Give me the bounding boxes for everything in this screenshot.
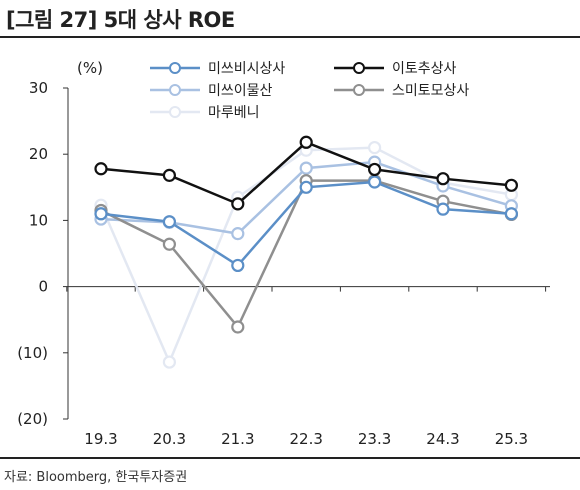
y-tick-label: 0 <box>38 278 48 296</box>
y-tick-label: (10) <box>17 344 48 362</box>
x-axis-labels: 19.3 20.3 21.3 22.3 23.3 24.3 25.3 <box>84 430 528 448</box>
x-tick-label: 21.3 <box>221 430 254 448</box>
series-line <box>100 180 512 268</box>
series-4 <box>94 174 518 334</box>
data-point <box>368 162 382 177</box>
data-point <box>436 202 450 216</box>
series-1 <box>94 175 518 273</box>
x-tick-label: 24.3 <box>426 430 459 448</box>
legend-item: 이토추상사 <box>334 61 457 77</box>
series-3 <box>94 155 518 241</box>
data-point <box>299 135 313 149</box>
source-note: 자료: Bloomberg, 한국투자증권 <box>4 470 188 485</box>
legend-label: 미쓰이물산 <box>208 83 273 99</box>
data-point <box>299 161 313 175</box>
footer-divider <box>0 457 580 459</box>
chart-axes <box>63 87 550 420</box>
legend-swatch-marker <box>169 84 181 96</box>
x-tick-label: 19.3 <box>84 430 117 448</box>
legend-item: 미쓰이물산 <box>150 83 273 99</box>
legend-swatch-marker <box>169 106 181 118</box>
x-tick-label: 23.3 <box>358 430 391 448</box>
y-tick-label: 30 <box>29 79 48 97</box>
y-tick-label: 10 <box>29 211 48 229</box>
legend-item: 미쓰비시상사 <box>150 61 285 77</box>
legend-swatch-marker <box>353 84 365 96</box>
y-tick-label: (20) <box>17 410 48 428</box>
data-point <box>368 140 382 155</box>
data-point <box>162 237 176 251</box>
series-line <box>100 179 512 330</box>
data-point <box>162 168 176 182</box>
data-point <box>231 320 245 334</box>
data-point <box>162 355 176 369</box>
data-point <box>231 197 245 211</box>
x-tick-label: 22.3 <box>289 430 322 448</box>
legend-label: 이토추상사 <box>392 61 457 77</box>
legend-swatch-marker <box>169 62 181 74</box>
y-tick-label: 20 <box>29 145 48 163</box>
title-divider <box>0 36 580 38</box>
data-point <box>94 207 108 221</box>
roe-line-chart: 30 20 10 0 (10) (20) (%) 19.3 20.3 21.3 22.3 23.3 2… <box>17 59 550 448</box>
data-point <box>368 175 382 189</box>
chart-title: [그림 27] 5대 상사 ROE <box>6 8 235 32</box>
legend-label: 미쓰비시상사 <box>208 61 285 77</box>
y-axis-labels: 30 20 10 0 (10) (20) (%) <box>17 59 103 428</box>
legend-swatch-marker <box>353 62 365 74</box>
data-point <box>231 227 245 241</box>
x-tick-label: 25.3 <box>495 430 528 448</box>
data-point <box>504 178 518 192</box>
y-unit-label: (%) <box>77 59 103 77</box>
data-point <box>231 258 245 273</box>
legend-item: 마루베니 <box>150 105 260 121</box>
series-lines <box>94 135 518 369</box>
data-point <box>94 162 108 176</box>
legend-label: 마루베니 <box>208 105 260 121</box>
data-point <box>504 207 518 221</box>
data-point <box>436 172 450 186</box>
x-tick-label: 20.3 <box>153 430 186 448</box>
legend-item: 스미토모상사 <box>334 83 469 99</box>
series-2 <box>94 135 518 211</box>
data-point <box>162 215 176 229</box>
legend-label: 스미토모상사 <box>392 83 469 99</box>
data-point <box>299 180 313 194</box>
